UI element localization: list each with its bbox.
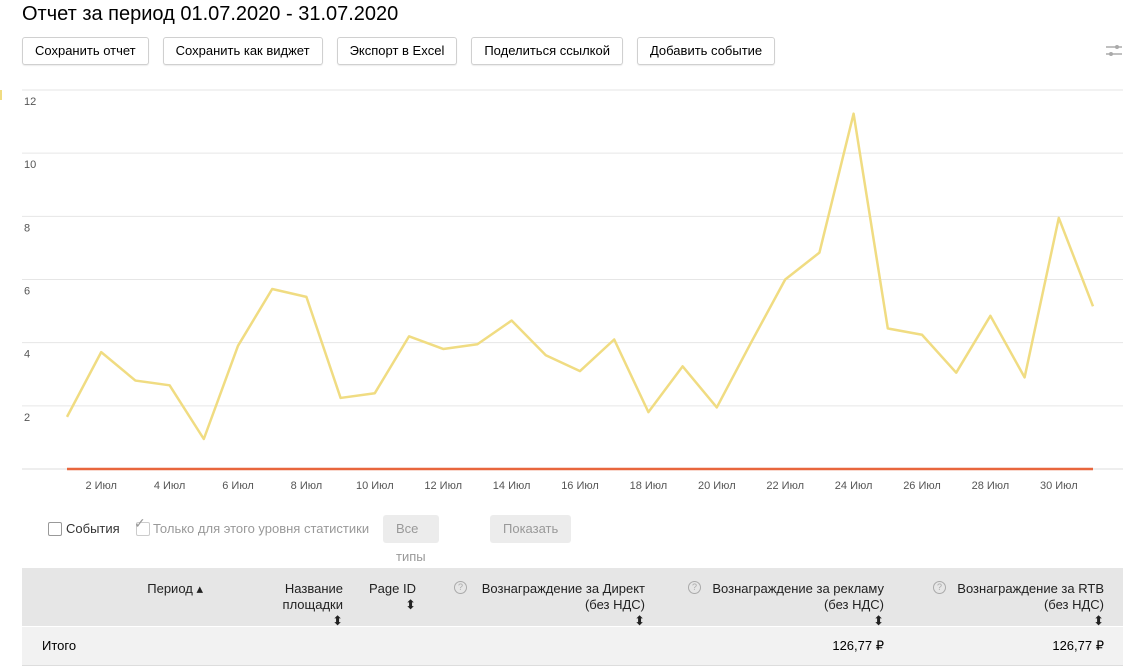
checkbox[interactable] [136, 522, 150, 536]
column-header[interactable]: ? Вознаграждение за рекламу (без НДС) ⬍ [684, 581, 884, 629]
column-header[interactable]: Период ▴ [147, 581, 203, 596]
header-text: Вознаграждение за RTB (без НДС) [957, 581, 1104, 612]
total-value: 126,77 ₽ [1052, 638, 1104, 653]
x-tick-label: 26 Июл [903, 480, 941, 492]
table-header: Период ▴ Название площадки ⬍ Page ID ⬍ ? В… [22, 568, 1123, 629]
y-tick-label: 6 [24, 286, 30, 298]
x-tick-label: 16 Июл [561, 480, 599, 492]
y-tick-label: 2 [24, 412, 30, 424]
data-line [65, 112, 1095, 441]
y-tick-label: 12 [24, 96, 36, 108]
x-tick-label: 28 Июл [972, 480, 1010, 492]
header-text: Название площадки [282, 581, 343, 612]
toolbar: Сохранить отчет Сохранить как виджет Экс… [22, 37, 776, 65]
total-label: Итого [42, 638, 77, 653]
y-tick-label: 4 [24, 349, 30, 361]
settings-icon[interactable] [1106, 44, 1122, 58]
button[interactable]: Поделиться ссылкой [471, 37, 623, 65]
x-tick-label: 6 Июл [222, 480, 254, 492]
help-icon[interactable]: ? [933, 581, 946, 594]
column-header[interactable]: Название площадки ⬍ [253, 581, 343, 629]
y-tick-label: 10 [24, 159, 36, 171]
types-button[interactable]: Все типы ⌄ [383, 515, 439, 592]
level-label[interactable]: Только для этого уровня статистики [153, 521, 370, 536]
x-tick-label: 14 Июл [493, 480, 531, 492]
column-header[interactable]: ? Вознаграждение за Директ (без НДС) ⬍ [445, 581, 645, 629]
column-header[interactable]: ? Вознаграждение за RTB (без НДС) ⬍ [924, 581, 1104, 629]
x-tick-label: 18 Июл [630, 480, 668, 492]
x-tick-label: 2 Июл [85, 480, 117, 492]
help-icon[interactable]: ? [454, 581, 467, 594]
check-mark: ✓ [134, 515, 146, 531]
total-row: Итого 126,77 ₽ 126,77 ₽ [22, 627, 1123, 666]
x-tick-label: 30 Июл [1040, 480, 1078, 492]
header-text: Page ID [369, 581, 416, 596]
header-text: Вознаграждение за рекламу (без НДС) [712, 581, 884, 612]
x-tick-label: 20 Июл [698, 480, 736, 492]
button[interactable]: Сохранить как виджет [162, 37, 323, 65]
x-tick-label: 22 Июл [766, 480, 804, 492]
header-text: Период [147, 581, 193, 596]
checkbox[interactable] [48, 522, 62, 536]
x-tick-label: 4 Июл [154, 480, 186, 492]
events-label[interactable]: События [66, 521, 120, 536]
y-tick-label: 8 [24, 222, 30, 234]
show-button[interactable]: Показать [490, 515, 572, 543]
button[interactable]: Экспорт в Excel [336, 37, 458, 65]
button[interactable]: Добавить событие [636, 37, 776, 65]
header-text: Вознаграждение за Директ (без НДС) [481, 581, 645, 612]
x-tick-label: 10 Июл [356, 480, 394, 492]
x-tick-label: 12 Июл [424, 480, 462, 492]
edge-marker [0, 90, 2, 100]
total-value: 126,77 ₽ [832, 638, 884, 653]
report-title: Отчет за период 01.07.2020 - 31.07.2020 [22, 3, 399, 25]
x-tick-label: 24 Июл [835, 480, 873, 492]
button[interactable]: Сохранить отчет [22, 37, 149, 65]
help-icon[interactable]: ? [688, 581, 701, 594]
column-header[interactable]: Page ID ⬍ [369, 581, 416, 612]
types-label: Все типы [396, 521, 426, 564]
chart: 2 4 6 8 10 12 2 Июл 4 Июл 6 Июл 8 Июл 10 Июл 12 Июл… [0, 89, 1123, 492]
x-tick-label: 8 Июл [291, 480, 323, 492]
